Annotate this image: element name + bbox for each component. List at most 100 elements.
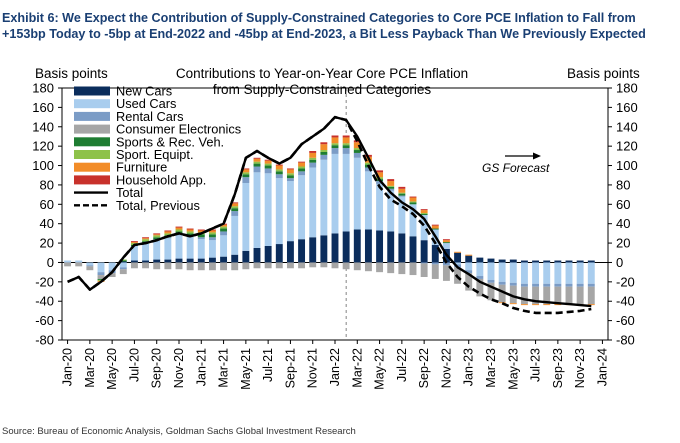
bar-consumer_electronics [487, 282, 495, 301]
bar-sports_rec [431, 228, 439, 230]
bar-rental_cars [220, 231, 228, 236]
bar-rental_cars [253, 166, 261, 173]
bar-consumer_electronics [242, 262, 250, 270]
bar-furniture [587, 304, 595, 306]
bar-furniture [298, 162, 306, 167]
bar-new_cars [197, 258, 205, 263]
bar-household_app [331, 135, 339, 138]
bar-rental_cars [286, 178, 294, 182]
bar-furniture [420, 210, 428, 214]
bar-new_cars [353, 229, 361, 263]
bar-new_cars [454, 252, 462, 263]
bar-sports_rec [420, 214, 428, 215]
bar-consumer_electronics [197, 262, 205, 271]
legend-label-rental_cars: Rental Cars [116, 109, 184, 124]
bar-furniture [431, 225, 439, 229]
bar-sport_equip [398, 192, 406, 194]
legend-swatch-furniture [74, 162, 110, 172]
bar-household_app [242, 168, 250, 170]
bar-furniture [509, 303, 517, 305]
bar-new_cars [142, 260, 150, 263]
bar-rental_cars [509, 282, 517, 286]
bar-used_cars [130, 245, 138, 261]
bar-household_app [442, 239, 450, 241]
bar-consumer_electronics [442, 265, 450, 281]
x-tick-label: Jul-23 [529, 348, 543, 382]
bar-used_cars [342, 153, 350, 232]
y-tick-label-right: -20 [616, 274, 635, 289]
bar-sport_equip [119, 259, 127, 261]
bar-used_cars [231, 215, 239, 255]
bar-rental_cars [576, 283, 584, 287]
bar-rental_cars [320, 154, 328, 160]
bar-furniture [208, 230, 216, 233]
bar-new_cars [465, 255, 473, 263]
bar-consumer_electronics [420, 263, 428, 277]
bar-rental_cars [231, 211, 239, 216]
pce-contributions-chart: -80 -80 -60 -60 -40 -40 -20 -20 0 0 20 20 40 40 60 60 80… [32, 66, 640, 390]
forecast-annotation: GS Forecast [482, 161, 550, 175]
bar-sports_rec [186, 233, 194, 237]
x-tick-label: Nov-22 [439, 348, 453, 388]
bar-sports_rec [387, 186, 395, 189]
bar-rental_cars [376, 181, 384, 184]
bar-household_app [264, 159, 272, 161]
bar-consumer_electronics [331, 262, 339, 269]
bar-rental_cars [387, 188, 395, 191]
forecast-arrow-head [533, 152, 541, 160]
bar-used_cars [253, 172, 261, 248]
bar-rental_cars [543, 283, 551, 287]
bar-rental_cars [476, 276, 484, 279]
bar-used_cars [376, 183, 384, 231]
bar-used_cars [97, 262, 105, 273]
bar-sports_rec [97, 278, 105, 280]
bar-rental_cars [275, 174, 283, 179]
bar-furniture [342, 137, 350, 144]
bar-sport_equip [298, 166, 306, 169]
bar-new_cars [153, 259, 161, 263]
bar-consumer_electronics [576, 286, 584, 305]
bar-used_cars [119, 262, 127, 268]
bar-rental_cars [398, 195, 406, 197]
bar-rental_cars [309, 162, 317, 168]
legend-swatch-new_cars [74, 86, 110, 96]
bar-rental_cars [364, 167, 372, 172]
bar-household_app [420, 209, 428, 211]
bar-furniture [331, 137, 339, 144]
bar-rental_cars [264, 168, 272, 174]
bar-used_cars [286, 181, 294, 242]
x-tick-label: Sep-20 [150, 348, 164, 388]
bar-rental_cars [242, 177, 250, 183]
bar-used_cars [454, 262, 462, 265]
bar-new_cars [554, 260, 562, 263]
bar-consumer_electronics [231, 262, 239, 271]
y-tick-label-right: 180 [616, 81, 638, 96]
bar-used_cars [364, 171, 372, 230]
bar-rental_cars [175, 234, 183, 236]
bar-consumer_electronics [498, 284, 506, 303]
bar-new_cars [320, 235, 328, 263]
bar-furniture [442, 240, 450, 243]
bar-consumer_electronics [186, 262, 194, 271]
x-tick-label: Jul-20 [127, 348, 141, 382]
bar-new_cars [587, 260, 595, 263]
x-tick-label: Nov-21 [306, 348, 320, 388]
bar-sport_equip [420, 213, 428, 214]
bar-used_cars [175, 235, 183, 259]
bar-sport_equip [164, 233, 172, 236]
x-tick-label: Jul-21 [261, 348, 275, 382]
y-tick-label-right: 140 [616, 119, 638, 134]
bar-rental_cars [298, 171, 306, 176]
bar-consumer_electronics [97, 275, 105, 279]
bar-sports_rec [409, 202, 417, 205]
legend-label-total_previous: Total, Previous [116, 198, 200, 213]
bar-consumer_electronics [387, 262, 395, 274]
y-tick-label-left: -80 [35, 333, 54, 348]
bar-used_cars [242, 182, 250, 251]
bar-used_cars [298, 175, 306, 240]
bar-rental_cars [498, 281, 506, 285]
bar-sport_equip [220, 226, 228, 229]
y-tick-label-right: 160 [616, 100, 638, 115]
y-tick-label-left: -60 [35, 313, 54, 328]
bar-used_cars [331, 153, 339, 234]
